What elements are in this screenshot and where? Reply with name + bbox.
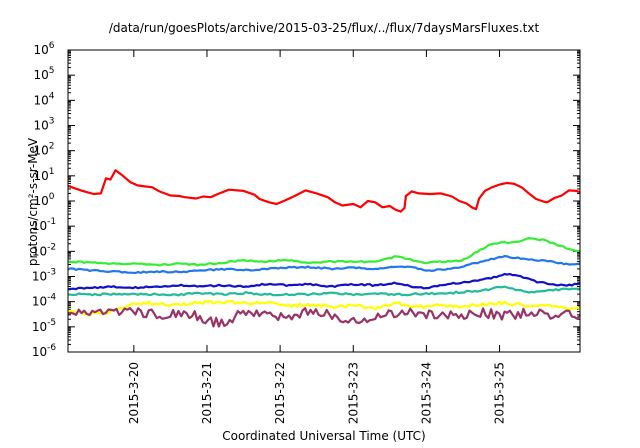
x-tick-label: 2015-3-22 [273, 362, 287, 424]
y-tick-label: 10-1 [32, 217, 56, 233]
x-tick-label: 2015-3-24 [419, 362, 433, 424]
series-line-1 [67, 169, 581, 213]
series-line-3 [67, 255, 581, 275]
plot-frame [67, 49, 581, 353]
series-group [67, 169, 581, 328]
y-tick-label: 104 [33, 91, 54, 107]
y-tick-label: 10-2 [32, 242, 56, 258]
x-tick-label: 2015-3-23 [346, 362, 360, 424]
axis-ticks [68, 50, 580, 352]
chart-title: /data/run/goesPlots/archive/2015-03-25/f… [109, 21, 540, 35]
series-line-2 [67, 237, 581, 267]
y-tick-label: 10-4 [32, 293, 57, 309]
tick-labels: 10-6 10-5 10-4 10-3 10-2 10-1 100 101 102 103 104 1… [32, 41, 507, 424]
y-tick-label: 103 [33, 117, 54, 133]
y-tick-label: 10-3 [32, 268, 56, 284]
series-line-7 [67, 307, 581, 328]
y-tick-label: 100 [33, 192, 54, 208]
y-tick-label: 10-5 [32, 318, 56, 334]
x-tick-label: 2015-3-21 [200, 362, 214, 424]
series-line-4 [67, 272, 581, 291]
y-tick-label: 106 [33, 41, 54, 57]
y-tick-label: 102 [33, 142, 54, 158]
series-line-6 [67, 299, 581, 317]
series-line-5 [67, 285, 581, 297]
y-tick-label: 101 [33, 167, 54, 183]
x-tick-label: 2015-3-20 [127, 362, 141, 424]
y-axis-label: protons/cm²-s-sr-MeV [26, 137, 40, 266]
x-tick-label: 2015-3-25 [493, 362, 507, 424]
y-tick-label: 105 [33, 66, 54, 82]
y-tick-label: 10-6 [32, 343, 57, 359]
x-axis-label: Coordinated Universal Time (UTC) [222, 429, 425, 443]
